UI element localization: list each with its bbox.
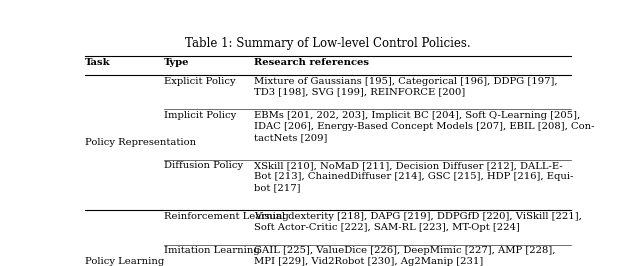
Text: Table 1: Summary of Low-level Control Policies.: Table 1: Summary of Low-level Control Po… [185,37,471,50]
Text: Task: Task [85,58,111,67]
Text: Research references: Research references [253,58,369,67]
Text: Imitation Learning: Imitation Learning [164,246,260,255]
Text: Type: Type [164,58,190,67]
Text: XSkill [210], NoMaD [211], Decision Diffuser [212], DALL-E-
Bot [213], ChainedDi: XSkill [210], NoMaD [211], Decision Diff… [253,161,573,193]
Text: Mixture of Gaussians [195], Categorical [196], DDPG [197],
TD3 [198], SVG [199],: Mixture of Gaussians [195], Categorical … [253,77,557,97]
Text: Implicit Policy: Implicit Policy [164,111,237,120]
Text: EBMs [201, 202, 203], Implicit BC [204], Soft Q-Learning [205],
IDAC [206], Ener: EBMs [201, 202, 203], Implicit BC [204],… [253,111,594,142]
Text: Reinforcement Learning: Reinforcement Learning [164,212,289,221]
Text: Policy Learning: Policy Learning [85,257,164,266]
Text: Explicit Policy: Explicit Policy [164,77,236,86]
Text: Diffusion Policy: Diffusion Policy [164,161,243,170]
Text: Visual dexterity [218], DAPG [219], DDPGfD [220], ViSkill [221],
Soft Actor-Crit: Visual dexterity [218], DAPG [219], DDPG… [253,212,582,232]
Text: GAIL [225], ValueDice [226], DeepMimic [227], AMP [228],
MPI [229], Vid2Robot [2: GAIL [225], ValueDice [226], DeepMimic [… [253,246,555,266]
Text: Policy Representation: Policy Representation [85,138,196,147]
